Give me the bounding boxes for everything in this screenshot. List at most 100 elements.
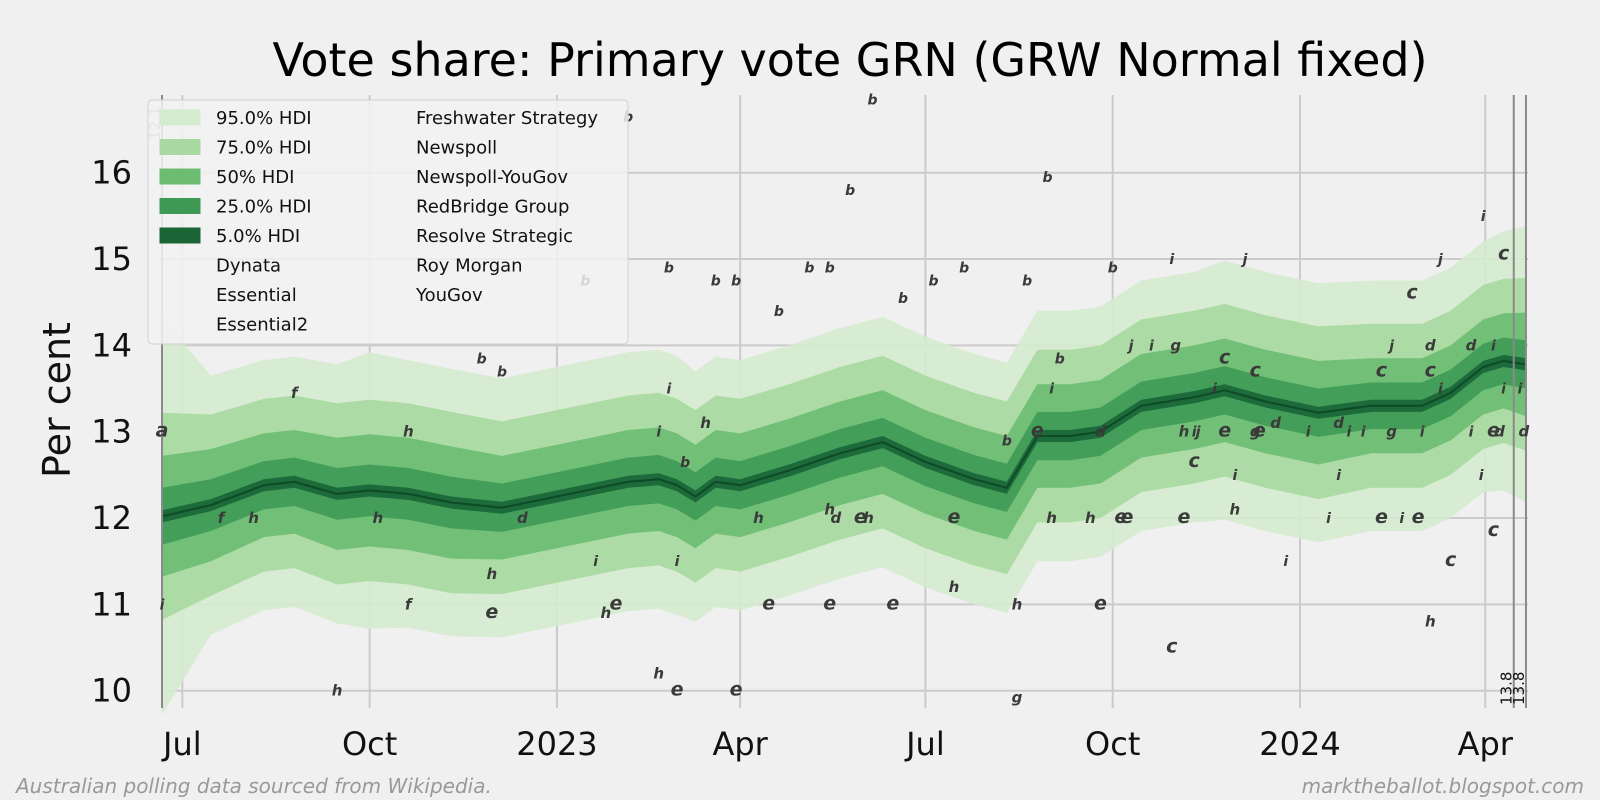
poll-marker: e [1178, 506, 1191, 528]
poll-marker: a [156, 420, 169, 442]
poll-marker: d [517, 509, 528, 527]
footer-source: Australian polling data sourced from Wik… [14, 774, 492, 798]
poll-marker: e [610, 592, 623, 614]
y-axis-label: Per cent [35, 322, 79, 478]
poll-marker: f [291, 384, 300, 402]
poll-marker: i [1469, 425, 1474, 441]
x-tick-label: Apr [1458, 725, 1514, 763]
poll-marker: e [1375, 506, 1388, 528]
poll-marker: c [1406, 282, 1418, 304]
poll-marker: b [804, 261, 814, 277]
legend-label: 50% HDI [216, 167, 294, 188]
poll-marker: b [959, 261, 969, 277]
legend-swatch [159, 168, 201, 185]
hdi-band-4 [162, 354, 1526, 523]
x-tick-label: Jul [904, 725, 945, 763]
poll-marker: g [1386, 423, 1397, 441]
poll-marker: e [1094, 592, 1107, 614]
poll-marker: e [1114, 506, 1127, 528]
poll-marker: b [1043, 170, 1053, 186]
poll-marker: e [1121, 506, 1134, 528]
poll-marker: b [867, 92, 877, 108]
y-tick-label: 10 [91, 672, 132, 710]
poll-marker: c [1425, 359, 1437, 381]
poll-marker: h [753, 509, 764, 527]
poll-marker: b [774, 304, 784, 320]
poll-marker: h [824, 500, 835, 518]
poll-marker: i [1346, 425, 1351, 441]
poll-marker: c [1250, 359, 1262, 381]
poll-marker: j [1387, 338, 1394, 354]
y-tick-label: 13 [91, 413, 132, 451]
poll-marker: c [1498, 243, 1510, 265]
poll-marker: i [160, 597, 165, 613]
poll-marker: e [947, 506, 960, 528]
legend-label: 5.0% HDI [216, 226, 300, 247]
poll-marker: e [1253, 420, 1266, 442]
poll-marker: b [1022, 274, 1032, 290]
legend-label: RedBridge Group [416, 197, 569, 218]
y-tick-label: 15 [91, 240, 132, 278]
legend-label: Resolve Strategic [416, 226, 573, 247]
poll-marker: d [830, 509, 841, 527]
poll-marker: i [1306, 425, 1311, 441]
legend-label: Essential2 [216, 315, 308, 336]
hdi-band-3 [162, 337, 1526, 545]
poll-marker: i [1438, 382, 1443, 398]
poll-marker: e [823, 592, 836, 614]
poll-marker: i [1326, 511, 1331, 527]
poll-marker: i [1149, 338, 1154, 354]
legend-swatch [159, 227, 201, 244]
poll-marker: e [485, 601, 498, 623]
poll-marker: d [1425, 336, 1436, 354]
poll-marker: h [1046, 509, 1057, 527]
y-tick-label: 14 [91, 326, 132, 364]
poll-marker: b [1055, 351, 1065, 367]
poll-marker: i [1049, 382, 1054, 398]
poll-marker: b [711, 274, 721, 290]
poll-marker: e [1487, 420, 1500, 442]
reference-line-label: 13.8 [1510, 672, 1528, 705]
y-tick-label: 12 [91, 499, 132, 537]
poll-marker: d [1270, 414, 1281, 432]
poll-marker: h [863, 509, 874, 527]
legend-label: 95.0% HDI [216, 108, 312, 129]
hdi-bands [161, 226, 1527, 715]
poll-marker: i [666, 382, 671, 398]
legend-label: 25.0% HDI [216, 197, 312, 218]
poll-marker: b [477, 351, 487, 367]
poll-marker: h [949, 578, 960, 596]
poll-marker: e [1218, 420, 1231, 442]
poll-marker: g [1250, 423, 1261, 441]
poll-marker: c [1376, 359, 1388, 381]
poll-marker: h [1425, 613, 1436, 631]
poll-marker: i [1232, 468, 1237, 484]
poll-marker: d [1095, 423, 1106, 441]
legend-box [147, 99, 629, 345]
poll-marker: b [497, 364, 507, 380]
poll-marker: b [664, 261, 674, 277]
poll-marker: b [680, 455, 690, 471]
y-axis-ticks: 10 11 12 13 14 15 16 [91, 154, 132, 710]
legend-label: YouGov [415, 285, 483, 306]
poll-marker: i [1479, 468, 1484, 484]
poll-marker: c [1189, 450, 1201, 472]
poll-marker: h [700, 414, 711, 432]
legend-label: Newspoll [416, 138, 497, 159]
poll-marker: j [1436, 252, 1443, 268]
poll-marker: i [1361, 425, 1366, 441]
legend-label: Dynata [216, 256, 281, 277]
poll-marker: d [1333, 414, 1344, 432]
poll-marker: i [1192, 425, 1197, 441]
poll-marker: j [1127, 338, 1134, 354]
poll-marker: e [671, 679, 684, 701]
poll-marker: i [1336, 468, 1341, 484]
poll-marker: b [929, 274, 939, 290]
poll-markers: aifhfhhhfbehbdbihebihbieibhbebhbebhebdbe… [156, 92, 1530, 706]
legend: 95.0% HDI 75.0% HDI 50% HDI 25.0% HDI 5.0% H… [147, 99, 629, 345]
poll-marker: j [1241, 252, 1248, 268]
poll-marker: i [1517, 382, 1522, 398]
poll-marker: h [248, 509, 259, 527]
poll-marker: b [825, 261, 835, 277]
poll-marker: h [1179, 423, 1190, 441]
